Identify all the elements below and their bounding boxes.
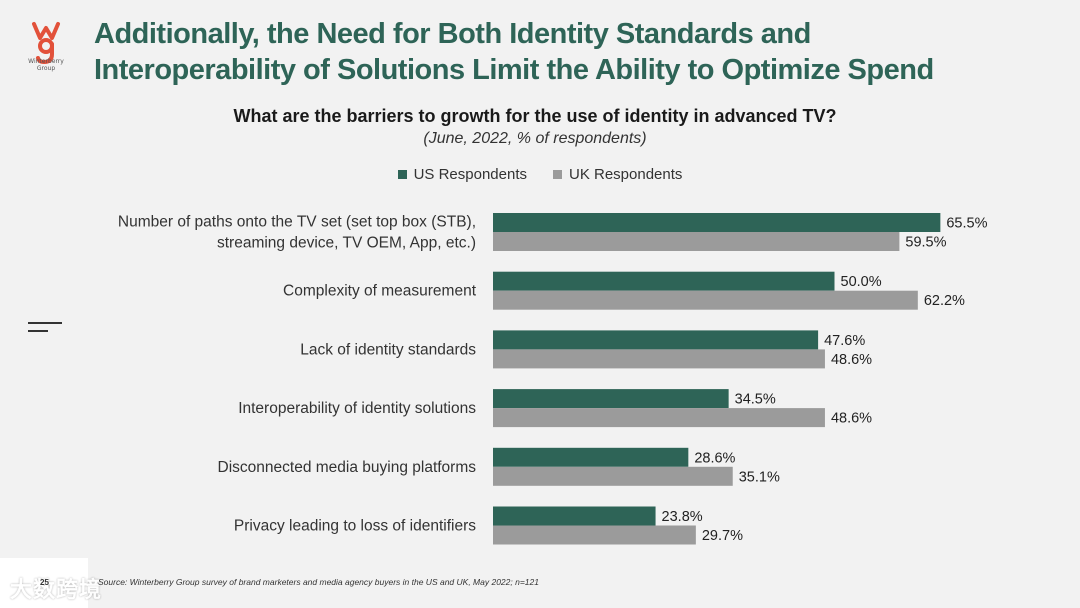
category-label: Disconnected media buying platforms <box>218 459 477 476</box>
bar-us <box>493 330 819 350</box>
bar-us <box>493 506 656 526</box>
bar-uk <box>493 525 696 545</box>
data-label: 28.6% <box>694 450 735 466</box>
bar-uk <box>493 232 900 251</box>
data-label: 34.5% <box>735 392 776 408</box>
bar-us <box>493 213 941 232</box>
decorative-dash <box>28 330 48 332</box>
data-label: 35.1% <box>739 469 780 485</box>
source-note: Source: Winterberry Group survey of bran… <box>98 577 539 587</box>
legend-swatch-us <box>397 170 407 179</box>
legend-item-us: US Respondents <box>397 166 527 183</box>
slide-title-line-2: Interoperability of Solutions Limit the … <box>94 54 934 86</box>
winterberry-logo-icon <box>24 20 68 76</box>
category-label: streaming device, TV OEM, App, etc.) <box>217 235 476 252</box>
logo-text: Winterberry Group <box>28 58 64 72</box>
data-label: 29.7% <box>702 528 743 544</box>
data-label: 48.6% <box>831 411 872 427</box>
category-label: Lack of identity standards <box>300 341 476 358</box>
category-label: Interoperability of identity solutions <box>238 400 476 417</box>
data-label: 62.2% <box>924 293 965 309</box>
chart-legend: US Respondents UK Respondents <box>0 166 1080 183</box>
page-number: 25 <box>40 578 49 587</box>
legend-label-us: US Respondents <box>413 166 527 183</box>
data-label: 65.5% <box>946 216 987 232</box>
footer-box <box>0 558 88 608</box>
data-label: 48.6% <box>831 352 872 368</box>
bar-uk <box>493 290 918 310</box>
chart-title: What are the barriers to growth for the … <box>233 106 837 126</box>
bar-uk <box>493 466 733 486</box>
bar-uk <box>493 408 825 428</box>
bar-us <box>493 389 729 409</box>
data-label: 23.8% <box>662 509 703 525</box>
data-label: 50.0% <box>841 274 882 290</box>
category-label: Privacy leading to loss of identifiers <box>234 518 476 535</box>
bar-us <box>493 271 835 291</box>
bar-uk <box>493 349 825 369</box>
slide-title: Additionally, the Need for Both Identity… <box>94 16 1054 88</box>
category-label: Complexity of measurement <box>283 283 477 300</box>
decorative-dash <box>28 322 62 324</box>
watermark: 大数跨境 <box>10 578 103 603</box>
bar-us <box>493 447 689 467</box>
data-label: 59.5% <box>905 235 946 251</box>
legend-item-uk: UK Respondents <box>553 166 682 183</box>
data-label: 47.6% <box>824 333 865 349</box>
category-label: Number of paths onto the TV set (set top… <box>118 214 476 231</box>
slide-title-line-1: Additionally, the Need for Both Identity… <box>94 18 811 50</box>
legend-label-uk: UK Respondents <box>569 166 683 183</box>
chart-subtitle: (June, 2022, % of respondents) <box>423 130 647 147</box>
legend-swatch-uk <box>553 170 562 179</box>
